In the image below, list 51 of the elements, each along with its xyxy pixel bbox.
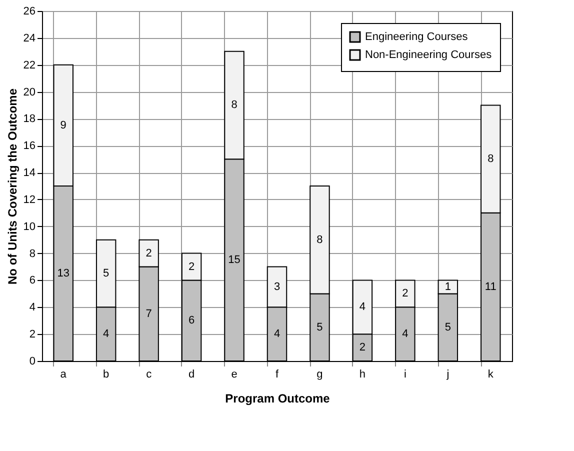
data-label: 13 (57, 268, 70, 280)
y-tick-label: 22 (23, 59, 36, 72)
x-tick-label: a (60, 368, 68, 380)
data-label: 6 (188, 314, 195, 327)
x-axis-title: Program Outcome (225, 392, 330, 406)
x-tick-label: f (275, 368, 280, 380)
y-axis-title: No of Units Covering the Outcome (5, 88, 20, 285)
y-tick-label: 24 (23, 32, 36, 44)
data-label: 7 (146, 308, 152, 320)
y-tick-label: 10 (23, 220, 36, 233)
data-label: 2 (146, 247, 152, 260)
x-tick-label: d (188, 368, 195, 380)
y-tick-label: 12 (23, 194, 36, 206)
x-tick-label: c (146, 368, 152, 380)
data-label: 8 (231, 99, 238, 112)
data-label: 3 (274, 280, 280, 293)
data-label: 2 (402, 288, 408, 300)
data-label: 5 (444, 321, 451, 334)
data-label: 2 (188, 260, 195, 273)
data-label: 5 (103, 268, 110, 280)
data-label: 4 (402, 328, 408, 340)
y-tick-label: 6 (29, 274, 36, 287)
y-tick-label: 26 (23, 6, 36, 18)
data-label: 9 (60, 119, 66, 132)
data-label: 1 (444, 280, 451, 293)
x-tick-label: g (316, 368, 323, 380)
y-tick-label: 0 (29, 356, 36, 368)
legend-label: Engineering Courses (365, 31, 468, 43)
data-label: 2 (359, 342, 366, 354)
x-tick-label: j (446, 368, 450, 380)
data-label: 11 (484, 280, 496, 293)
x-tick-label: b (103, 368, 110, 380)
data-label: 8 (316, 234, 323, 246)
y-tick-label: 4 (29, 302, 36, 314)
y-tick-label: 16 (23, 140, 36, 152)
data-label: 8 (488, 153, 494, 166)
x-tick-label: e (231, 368, 238, 380)
data-label: 4 (274, 328, 280, 340)
y-tick-label: 18 (23, 113, 36, 126)
x-tick-label: k (488, 368, 494, 380)
data-label: 4 (103, 328, 110, 340)
y-tick-label: 20 (23, 86, 36, 98)
x-tick-label: i (404, 368, 406, 380)
x-tick-label: h (359, 368, 366, 380)
y-tick-label: 14 (23, 167, 36, 180)
y-tick-label: 8 (29, 248, 36, 260)
legend-label: Non-Engineering Courses (365, 49, 492, 61)
data-label: 5 (316, 321, 323, 334)
data-label: 15 (228, 254, 240, 266)
y-tick-label: 2 (29, 328, 36, 341)
data-label: 4 (359, 301, 366, 314)
